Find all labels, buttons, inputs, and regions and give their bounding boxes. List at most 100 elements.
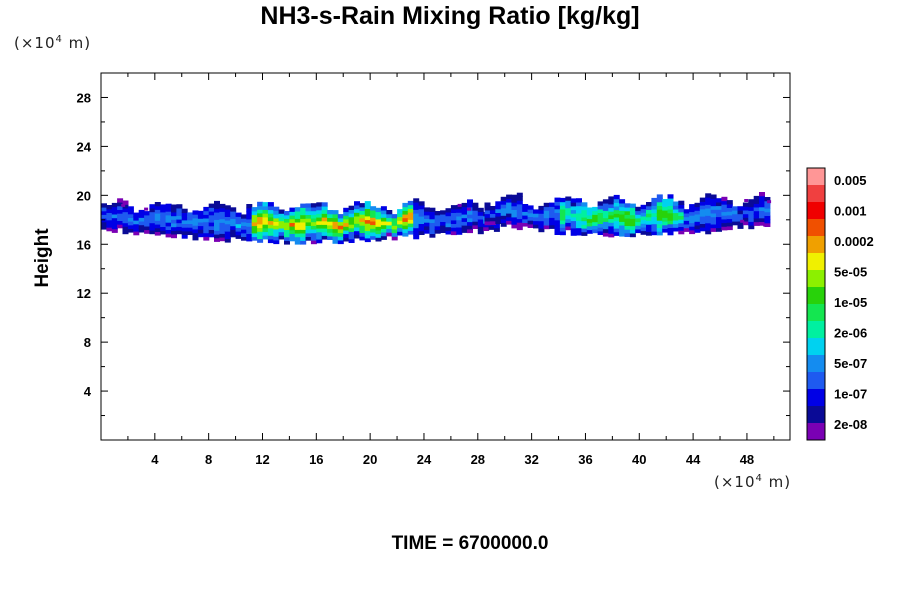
field-cell <box>533 209 539 214</box>
field-cell <box>613 213 620 218</box>
field-cell <box>764 219 771 224</box>
field-cell <box>224 238 231 243</box>
field-cell <box>154 220 161 225</box>
field-cell <box>538 220 545 225</box>
field-cell <box>624 210 631 215</box>
field-cell <box>484 220 491 226</box>
field-cell <box>154 209 161 214</box>
field-cell <box>619 232 626 237</box>
field-cell <box>613 220 620 225</box>
field-cell <box>289 233 296 238</box>
field-cell <box>251 210 258 216</box>
field-cell <box>506 202 513 207</box>
field-cell <box>117 213 124 218</box>
field-cell <box>699 208 706 213</box>
field-cell <box>570 216 577 222</box>
field-cell <box>111 210 118 215</box>
field-cell <box>348 220 355 225</box>
field-cell <box>359 203 366 208</box>
field-cell <box>484 206 491 211</box>
field-cell <box>500 215 507 220</box>
field-cell <box>316 235 323 240</box>
field-cell <box>753 199 760 204</box>
field-cell <box>370 224 377 229</box>
colorbar-swatch <box>807 270 825 287</box>
field-cell <box>348 216 355 221</box>
field-cell <box>101 203 107 208</box>
field-cell <box>327 213 334 218</box>
field-cell <box>683 220 690 225</box>
field-cell <box>522 218 529 223</box>
field-cell <box>106 216 113 221</box>
field-cell <box>597 223 604 228</box>
field-cell <box>230 210 237 216</box>
field-cell <box>289 218 296 223</box>
field-cell <box>375 226 382 231</box>
field-cell <box>300 240 307 245</box>
field-cell <box>667 223 674 228</box>
field-cell <box>613 194 620 200</box>
field-cell <box>424 211 430 216</box>
field-cell <box>337 217 344 223</box>
field-cell <box>646 231 652 236</box>
field-cell <box>602 232 609 237</box>
field-cell <box>710 227 717 232</box>
field-cell <box>214 219 220 224</box>
field-cell <box>160 211 167 216</box>
field-cell <box>683 212 690 218</box>
field-cell <box>592 210 599 215</box>
field-cell <box>111 217 118 222</box>
field-cell <box>683 209 690 214</box>
field-cell <box>635 214 642 219</box>
field-cell <box>683 216 690 221</box>
field-cell <box>705 226 712 231</box>
field-cell <box>667 205 674 210</box>
field-cell <box>402 206 409 211</box>
field-cell <box>602 206 609 211</box>
y-unit-base: (×10 <box>14 34 56 52</box>
field-cell <box>672 205 679 210</box>
field-cell <box>343 211 350 216</box>
field-cell <box>554 230 561 235</box>
field-cell <box>106 208 113 213</box>
field-cell <box>619 221 626 226</box>
field-cell <box>122 222 129 227</box>
field-cell <box>549 217 556 222</box>
field-cell <box>581 216 588 222</box>
field-cell <box>257 216 264 221</box>
field-cell <box>565 218 572 223</box>
field-cell <box>678 219 685 224</box>
field-cell <box>364 208 371 213</box>
field-cell <box>527 209 534 214</box>
field-cell <box>629 232 636 238</box>
field-cell <box>203 217 210 223</box>
field-cell <box>570 231 577 236</box>
field-cell <box>171 208 177 213</box>
field-cell <box>160 219 167 224</box>
field-cell <box>214 234 220 239</box>
colorbar-swatch <box>807 321 825 338</box>
field-cell <box>219 207 226 212</box>
field-cell <box>332 228 339 233</box>
field-cell <box>592 221 599 226</box>
field-cell <box>300 232 307 238</box>
field-cell <box>214 208 220 213</box>
field-cell <box>149 222 156 227</box>
field-cell <box>721 196 728 202</box>
field-cell <box>208 229 215 234</box>
field-cell <box>608 229 615 234</box>
field-cell <box>111 202 118 208</box>
field-cell <box>672 227 679 232</box>
field-cell <box>273 232 280 237</box>
field-cell <box>176 226 183 231</box>
field-cell <box>251 236 258 241</box>
field-cell <box>694 221 701 226</box>
field-cell <box>122 226 129 231</box>
field-cell <box>208 233 215 238</box>
field-cell <box>413 209 420 214</box>
y-tick-label: 24 <box>77 139 92 154</box>
field-cell <box>619 213 626 219</box>
field-cell <box>154 205 161 210</box>
field-cell <box>144 218 151 223</box>
field-cell <box>493 227 500 232</box>
